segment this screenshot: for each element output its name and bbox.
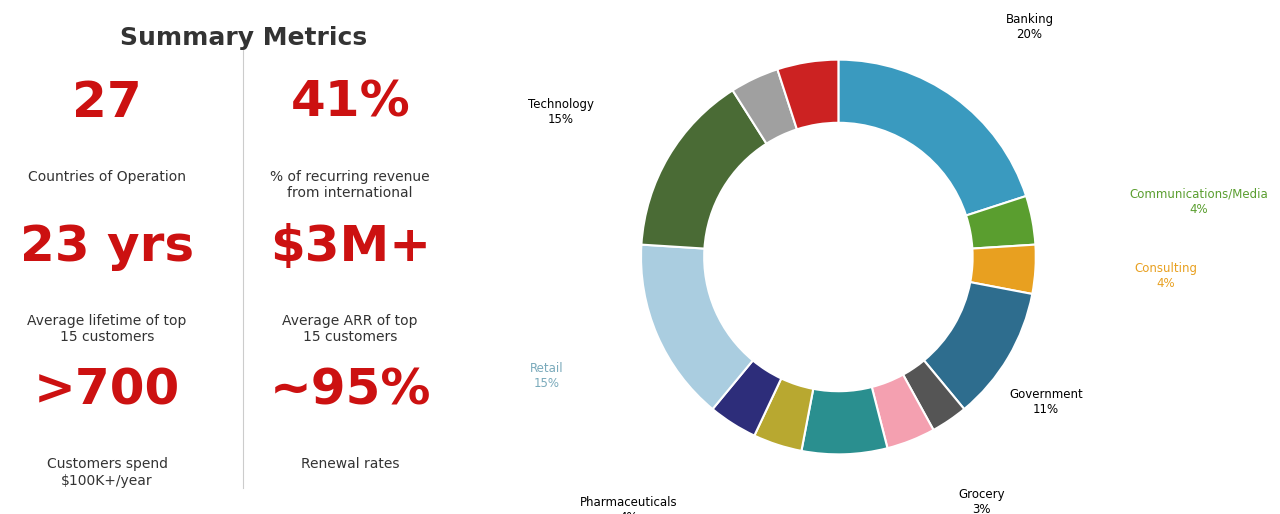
Wedge shape [754, 378, 813, 451]
Text: $3M+: $3M+ [270, 223, 430, 271]
Text: Communications/Media
4%: Communications/Media 4% [1129, 188, 1268, 215]
Wedge shape [966, 196, 1036, 249]
Wedge shape [641, 245, 753, 409]
Text: Average ARR of top
15 customers: Average ARR of top 15 customers [283, 314, 419, 344]
Text: Customers spend
$100K+/year: Customers spend $100K+/year [46, 457, 168, 488]
Text: >700: >700 [33, 366, 180, 415]
Wedge shape [838, 60, 1027, 215]
Text: Average lifetime of top
15 customers: Average lifetime of top 15 customers [27, 314, 187, 344]
Wedge shape [924, 282, 1032, 409]
Wedge shape [732, 69, 797, 144]
Text: Retail
15%: Retail 15% [530, 362, 563, 390]
Text: Government
11%: Government 11% [1010, 388, 1083, 416]
Text: Countries of Operation: Countries of Operation [28, 170, 186, 183]
Text: Technology
15%: Technology 15% [527, 98, 594, 126]
Wedge shape [970, 245, 1036, 294]
Text: Summary Metrics: Summary Metrics [119, 26, 367, 50]
Text: 23 yrs: 23 yrs [20, 223, 195, 271]
Text: 41%: 41% [291, 79, 410, 127]
Wedge shape [641, 90, 767, 249]
Text: Banking
20%: Banking 20% [1006, 13, 1053, 41]
Wedge shape [872, 375, 933, 448]
Text: ~95%: ~95% [270, 366, 431, 415]
Text: % of recurring revenue
from international: % of recurring revenue from internationa… [270, 170, 430, 200]
Wedge shape [777, 60, 838, 130]
Text: Pharmaceuticals
4%: Pharmaceuticals 4% [580, 497, 677, 514]
Wedge shape [801, 387, 887, 454]
Text: 27: 27 [72, 79, 142, 127]
Wedge shape [713, 360, 781, 435]
Text: Grocery
3%: Grocery 3% [959, 488, 1005, 514]
Text: Renewal rates: Renewal rates [301, 457, 399, 471]
Text: Consulting
4%: Consulting 4% [1134, 262, 1197, 289]
Wedge shape [904, 360, 964, 430]
